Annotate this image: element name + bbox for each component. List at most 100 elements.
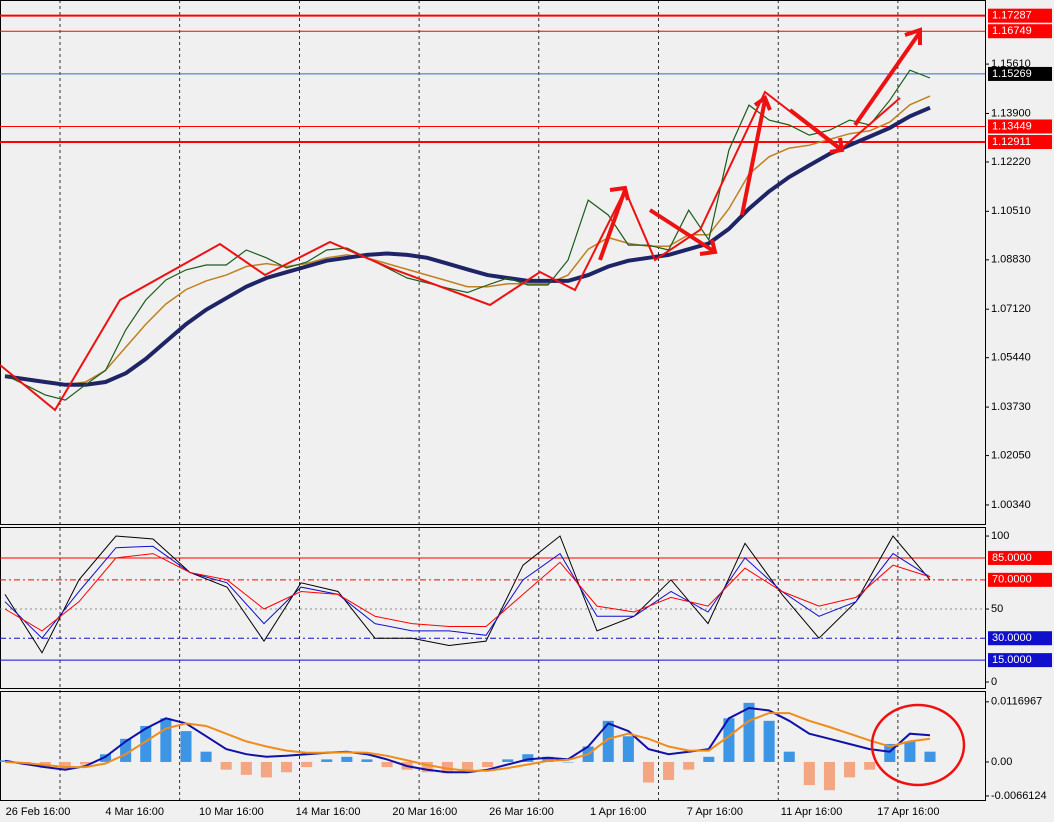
- level-label: 1.17287: [992, 10, 1032, 22]
- level-label-box: [988, 572, 1052, 587]
- level-label: 1.16749: [992, 25, 1032, 37]
- y-tick-label: 50: [991, 603, 1003, 615]
- histogram-bar: [79, 761, 91, 765]
- highlight-circle: [870, 703, 966, 787]
- histogram-bar: [240, 761, 252, 775]
- y-tick-label: 1.12220: [991, 156, 1031, 168]
- series-line: [4, 105, 931, 387]
- y-tick-label: 1.00340: [991, 499, 1031, 511]
- y-tick-label: 0.00: [991, 756, 1012, 768]
- histogram-bar: [864, 761, 876, 770]
- histogram-bar: [723, 718, 735, 762]
- level-label: 1.15269: [992, 68, 1032, 80]
- histogram-bar: [482, 761, 494, 768]
- histogram-bar: [461, 761, 474, 773]
- histogram-bar: [321, 759, 333, 762]
- level-label: 1.13449: [992, 120, 1032, 132]
- y-tick-label: 1.02050: [991, 449, 1031, 461]
- level-label: 1.12911: [992, 136, 1031, 148]
- level-label-box: [988, 66, 1052, 81]
- arrow: [598, 185, 630, 261]
- level-label-box: [988, 24, 1052, 39]
- x-tick-label: 17 Apr 16:00: [877, 806, 939, 818]
- arrow: [740, 94, 772, 216]
- histogram-bar: [100, 754, 112, 762]
- series-line: [4, 553, 931, 632]
- histogram-bar: [421, 761, 433, 773]
- histogram-bar: [502, 759, 514, 762]
- histogram-bar: [120, 738, 132, 762]
- x-tick-label: 26 Mar 16:00: [489, 806, 554, 818]
- histogram-bar: [803, 761, 815, 786]
- histogram-bar: [341, 756, 353, 762]
- panel-frame: [0, 527, 986, 689]
- series-line: [4, 69, 931, 401]
- histogram-bar: [924, 751, 936, 762]
- y-tick-label: 0.0116967: [991, 696, 1042, 708]
- histogram-bar: [562, 761, 574, 763]
- histogram-bar: [301, 761, 313, 768]
- series-line: [4, 545, 931, 639]
- level-label-box: [988, 135, 1052, 150]
- zigzag: [0, 90, 901, 412]
- level-label-box: [988, 550, 1052, 565]
- level-label-box: [988, 119, 1052, 134]
- histogram-bar: [522, 754, 534, 762]
- series-line: [4, 95, 931, 386]
- histogram-bar: [220, 761, 232, 770]
- level-label: 70.0000: [992, 574, 1032, 586]
- series-line: [4, 712, 931, 772]
- y-tick-label: 1.03730: [991, 401, 1031, 413]
- annotations: [0, 27, 966, 787]
- histogram-bar: [904, 741, 916, 762]
- x-tick-label: 1 Apr 16:00: [590, 806, 646, 818]
- level-label: 30.0000: [992, 632, 1032, 644]
- panel-frame: [0, 691, 986, 801]
- histogram-bar: [763, 720, 775, 762]
- histogram-bar: [743, 702, 755, 762]
- level-label-box: [988, 8, 1052, 23]
- histogram-bar: [59, 761, 71, 770]
- histogram-bar: [381, 761, 393, 768]
- histogram-bar: [823, 761, 835, 791]
- histogram-bar: [642, 761, 655, 783]
- x-tick-label: 10 Mar 16:00: [199, 806, 264, 818]
- x-tick-label: 7 Apr 16:00: [687, 806, 743, 818]
- histogram-bar: [200, 751, 212, 762]
- y-tick-label: 1.13900: [991, 107, 1031, 119]
- x-tick-label: 26 Feb 16:00: [6, 806, 71, 818]
- x-tick-label: 14 Mar 16:00: [296, 806, 361, 818]
- panel-frame: [0, 0, 986, 525]
- level-label-box: [988, 653, 1052, 668]
- level-label: 85.0000: [992, 552, 1032, 564]
- y-tick-label: 1.05440: [991, 352, 1031, 364]
- histogram-bar: [783, 751, 795, 762]
- y-tick-label: -0.0066124: [991, 790, 1047, 802]
- histogram-bar: [542, 756, 554, 762]
- level-label-box: [988, 631, 1052, 646]
- histogram-bar: [884, 743, 896, 762]
- histogram-bar: [663, 761, 675, 780]
- histogram-bar: [703, 756, 715, 762]
- histogram-bar: [844, 761, 856, 778]
- histogram-bar: [180, 731, 192, 762]
- arrow: [648, 208, 718, 256]
- x-tick-label: 4 Mar 16:00: [105, 806, 164, 818]
- histogram-bar: [602, 720, 614, 762]
- histogram-bar: [361, 759, 373, 762]
- x-tick-label: 20 Mar 16:00: [392, 806, 457, 818]
- arrow: [853, 27, 922, 127]
- y-tick-label: 1.07120: [991, 303, 1031, 315]
- x-tick-label: 11 Apr 16:00: [781, 806, 843, 818]
- histogram-bar: [622, 736, 634, 762]
- histogram-bar: [683, 761, 695, 770]
- y-tick-label: 0: [991, 676, 997, 688]
- histogram-bar: [160, 718, 172, 762]
- y-tick-label: 100: [991, 530, 1009, 542]
- arrow: [788, 108, 845, 154]
- y-tick-label: 1.10510: [991, 205, 1031, 217]
- histogram-bar: [280, 761, 293, 773]
- level-label: 15.0000: [992, 654, 1032, 666]
